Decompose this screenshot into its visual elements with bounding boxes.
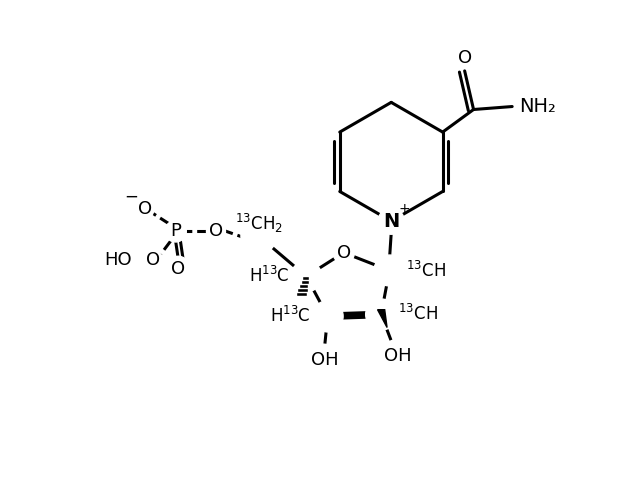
Circle shape	[241, 218, 276, 254]
Text: NH₂: NH₂	[519, 97, 556, 116]
Text: N: N	[383, 212, 399, 231]
Text: OH: OH	[311, 350, 338, 369]
Text: O: O	[171, 260, 186, 278]
Circle shape	[169, 256, 188, 275]
Text: OH: OH	[384, 347, 411, 365]
Text: P: P	[170, 222, 181, 240]
Text: $^{13}$CH: $^{13}$CH	[398, 304, 438, 325]
Circle shape	[165, 220, 187, 242]
Circle shape	[333, 242, 354, 263]
Text: O: O	[209, 222, 223, 240]
Circle shape	[207, 222, 225, 241]
Text: −: −	[125, 188, 139, 206]
Text: $^{13}$CH$_2$: $^{13}$CH$_2$	[235, 211, 283, 235]
Circle shape	[312, 301, 343, 332]
Circle shape	[135, 199, 154, 218]
Circle shape	[365, 299, 396, 330]
Text: +: +	[399, 202, 410, 217]
Text: O: O	[458, 49, 472, 67]
Circle shape	[374, 255, 405, 286]
Text: H$^{13}$C: H$^{13}$C	[271, 306, 311, 326]
Circle shape	[144, 250, 163, 269]
Circle shape	[291, 261, 322, 292]
Text: H$^{13}$C: H$^{13}$C	[249, 266, 290, 286]
Text: O: O	[337, 244, 351, 261]
Text: O: O	[146, 251, 160, 269]
Text: $^{13}$CH: $^{13}$CH	[406, 261, 446, 281]
Text: HO: HO	[105, 251, 133, 269]
Text: O: O	[138, 200, 152, 217]
Polygon shape	[377, 310, 387, 327]
Circle shape	[378, 208, 404, 234]
